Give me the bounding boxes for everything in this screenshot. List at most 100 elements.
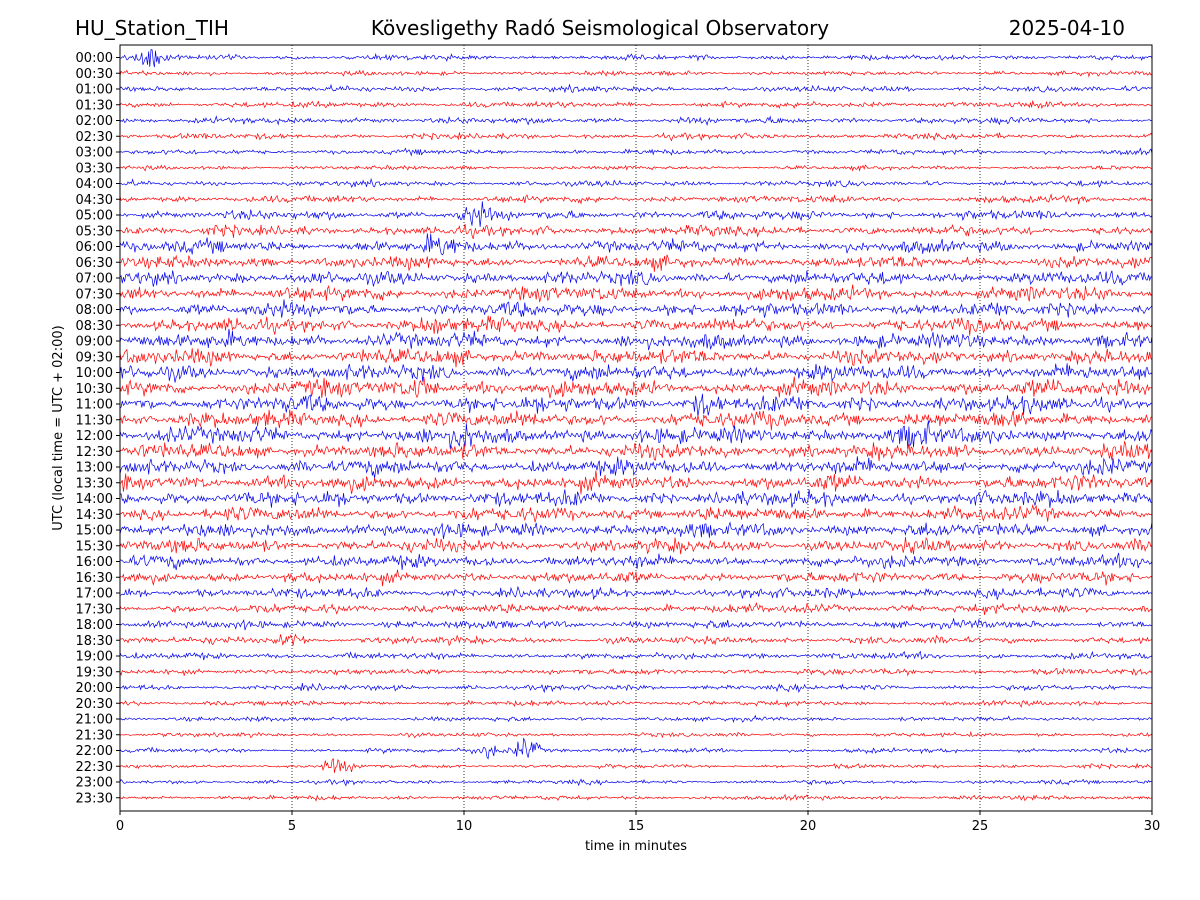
trace-2130 bbox=[119, 730, 1153, 739]
y-tick-label: 08:00 bbox=[76, 303, 113, 318]
y-tick-label: 05:00 bbox=[76, 209, 113, 224]
y-tick-label: 01:00 bbox=[76, 83, 113, 98]
trace-1800 bbox=[119, 618, 1153, 631]
y-tick-label: 05:30 bbox=[76, 224, 113, 239]
x-tick-label: 20 bbox=[800, 819, 817, 834]
trace-0000 bbox=[119, 49, 1153, 68]
x-tick-label: 25 bbox=[972, 819, 989, 834]
y-tick-label: 19:00 bbox=[76, 650, 113, 665]
y-tick-label: 10:00 bbox=[76, 366, 113, 381]
y-tick-label: 15:30 bbox=[76, 539, 113, 554]
trace-1930 bbox=[119, 667, 1153, 677]
y-tick-label: 15:00 bbox=[76, 524, 113, 539]
trace-2030 bbox=[119, 699, 1153, 708]
y-axis-ticks: 00:0000:3001:0001:3002:0002:3003:0003:30… bbox=[76, 51, 120, 806]
x-tick-label: 10 bbox=[456, 819, 473, 834]
y-tick-label: 10:30 bbox=[76, 382, 113, 397]
trace-0100 bbox=[119, 83, 1153, 94]
trace-0530 bbox=[119, 223, 1153, 240]
date-title: 2025-04-10 bbox=[1009, 16, 1125, 40]
trace-1230 bbox=[119, 440, 1153, 462]
trace-1030 bbox=[119, 376, 1153, 399]
trace-1000 bbox=[119, 363, 1153, 383]
trace-0800 bbox=[119, 299, 1153, 318]
y-tick-label: 08:30 bbox=[76, 319, 113, 334]
trace-2000 bbox=[119, 682, 1153, 694]
y-tick-label: 09:00 bbox=[76, 335, 113, 350]
x-axis-label: time in minutes bbox=[585, 839, 687, 854]
y-tick-label: 12:00 bbox=[76, 429, 113, 444]
y-tick-label: 02:00 bbox=[76, 114, 113, 129]
trace-1300 bbox=[119, 456, 1153, 479]
x-tick-label: 0 bbox=[116, 819, 124, 834]
y-tick-label: 11:00 bbox=[76, 398, 113, 413]
trace-2330 bbox=[119, 793, 1153, 802]
y-tick-label: 23:00 bbox=[76, 776, 113, 791]
y-tick-label: 19:30 bbox=[76, 665, 113, 680]
x-tick-label: 30 bbox=[1144, 819, 1161, 834]
trace-1500 bbox=[119, 521, 1153, 540]
y-tick-label: 12:30 bbox=[76, 445, 113, 460]
trace-0830 bbox=[119, 315, 1153, 336]
y-tick-label: 20:30 bbox=[76, 697, 113, 712]
x-axis-ticks: 0 5 10 15 20 25 30 bbox=[116, 811, 1160, 834]
trace-group bbox=[119, 49, 1153, 802]
grid-lines bbox=[291, 45, 981, 811]
trace-1200 bbox=[119, 420, 1153, 450]
trace-0930 bbox=[119, 348, 1153, 368]
trace-0030 bbox=[119, 69, 1153, 78]
station-title: HU_Station_TIH bbox=[75, 16, 229, 40]
trace-0730 bbox=[119, 284, 1153, 303]
y-tick-label: 18:30 bbox=[76, 634, 113, 649]
y-tick-label: 06:30 bbox=[76, 256, 113, 271]
trace-1600 bbox=[119, 552, 1153, 571]
trace-2100 bbox=[119, 714, 1153, 723]
trace-1900 bbox=[119, 650, 1153, 661]
x-tick-label: 5 bbox=[288, 819, 296, 834]
y-tick-label: 17:30 bbox=[76, 602, 113, 617]
trace-2200 bbox=[119, 737, 1152, 760]
y-tick-label: 22:30 bbox=[76, 760, 113, 775]
y-tick-label: 02:30 bbox=[76, 130, 113, 145]
y-tick-label: 21:00 bbox=[76, 713, 113, 728]
trace-1700 bbox=[119, 585, 1153, 600]
y-tick-label: 00:00 bbox=[76, 51, 113, 66]
y-tick-label: 21:30 bbox=[76, 728, 113, 743]
y-tick-label: 01:30 bbox=[76, 98, 113, 113]
y-tick-label: 07:00 bbox=[76, 272, 113, 287]
trace-0130 bbox=[119, 99, 1153, 110]
trace-1530 bbox=[119, 537, 1153, 555]
trace-1630 bbox=[119, 569, 1153, 587]
y-tick-label: 04:30 bbox=[76, 193, 113, 208]
y-axis-label: UTC (local time = UTC + 02:00) bbox=[51, 325, 66, 530]
y-tick-label: 22:00 bbox=[76, 744, 113, 759]
y-tick-label: 14:00 bbox=[76, 492, 113, 507]
trace-1430 bbox=[119, 504, 1153, 523]
y-tick-label: 23:30 bbox=[76, 791, 113, 806]
trace-1330 bbox=[119, 470, 1153, 495]
y-tick-label: 06:00 bbox=[76, 240, 113, 255]
trace-0600 bbox=[119, 233, 1153, 256]
trace-1100 bbox=[119, 393, 1153, 417]
trace-1730 bbox=[119, 601, 1153, 616]
y-tick-label: 11:30 bbox=[76, 413, 113, 428]
y-tick-label: 03:00 bbox=[76, 146, 113, 161]
x-tick-label: 15 bbox=[628, 819, 645, 834]
trace-1130 bbox=[119, 409, 1153, 431]
trace-1400 bbox=[119, 489, 1153, 508]
y-tick-label: 09:30 bbox=[76, 350, 113, 365]
y-tick-label: 07:30 bbox=[76, 287, 113, 302]
trace-0230 bbox=[119, 132, 1153, 142]
y-tick-label: 04:00 bbox=[76, 177, 113, 192]
trace-0900 bbox=[119, 328, 1153, 351]
y-tick-label: 18:00 bbox=[76, 618, 113, 633]
trace-1830 bbox=[119, 633, 1153, 647]
y-tick-label: 13:30 bbox=[76, 476, 113, 491]
trace-0200 bbox=[119, 115, 1153, 126]
plot-frame bbox=[119, 44, 1153, 812]
y-tick-label: 00:30 bbox=[76, 67, 113, 82]
y-tick-label: 16:00 bbox=[76, 555, 113, 570]
trace-0330 bbox=[120, 164, 1153, 172]
y-tick-label: 13:00 bbox=[76, 461, 113, 476]
